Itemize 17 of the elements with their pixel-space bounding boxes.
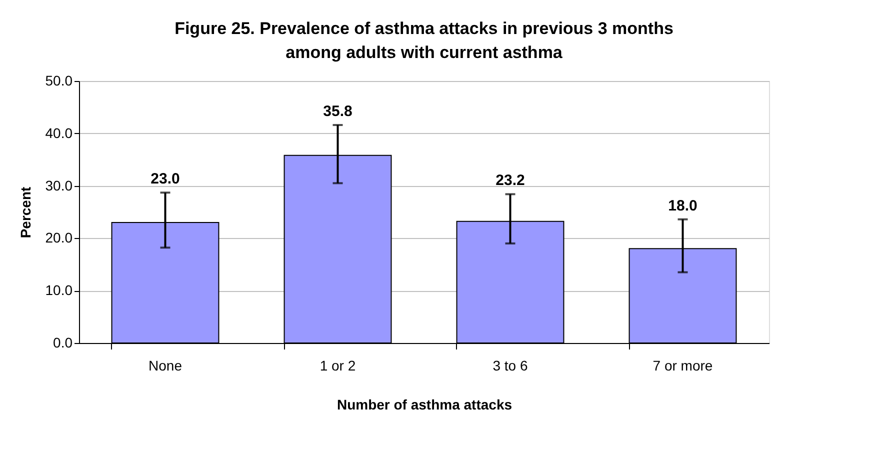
x-tick-label: 1 or 2 [320,358,356,374]
data-label: 23.2 [496,172,525,190]
data-label: 23.0 [150,170,180,188]
data-label: 18.0 [668,197,698,214]
y-tick-label: 10.0 [45,282,73,298]
x-axis-title: Number of asthma attacks [336,396,512,412]
y-tick-label: 40.0 [45,124,73,141]
x-tick-label: None [148,358,182,374]
y-tick-label: 20.0 [45,230,73,246]
data-label: 35.8 [323,103,352,120]
y-tick-label: 30.0 [45,177,73,194]
x-tick-label: 7 or more [652,358,713,374]
chart-title: Figure 25. Prevalence of asthma attacks in previous 3 months among adults with current asthma [174,19,674,62]
y-axis-title: Percent [17,186,34,238]
y-tick-label: 50.0 [45,72,73,88]
x-tick-label: 3 to 6 [492,358,528,374]
y-tick-label: 0.0 [53,334,73,350]
